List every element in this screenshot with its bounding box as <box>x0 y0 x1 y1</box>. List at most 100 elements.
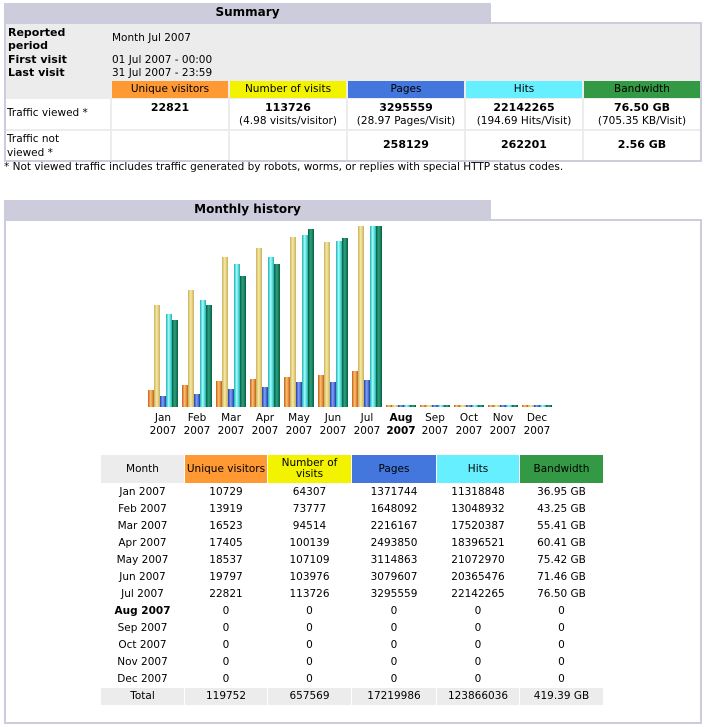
last-visit-label: Last visit <box>8 66 65 79</box>
bar-visitors <box>352 371 358 407</box>
table-header-row: Month Unique visitors Number of visits Page… <box>101 455 603 483</box>
table-cell: 22821 <box>209 588 243 600</box>
table-cell: 0 <box>306 673 313 685</box>
bar-pages <box>330 382 336 407</box>
table-cell: Aug 2007 <box>114 605 171 617</box>
table-cell: 64307 <box>292 486 327 498</box>
month-label: Aug 2007 <box>386 412 416 437</box>
viewed-value: 3295559 <box>379 101 433 114</box>
bar-pages <box>466 405 472 407</box>
viewed-ratio: (194.69 Hits/Visit) <box>476 115 572 127</box>
table-row: Jan 2007 10729 64307 1371744 11318848 36.95 G… <box>101 484 603 501</box>
table-cell: 0 <box>222 605 230 617</box>
column-header: Pages <box>352 455 436 483</box>
bar-bandwidth_gb <box>546 405 552 407</box>
table-cell: 0 <box>558 673 565 685</box>
column-header: Number of visits <box>268 455 351 483</box>
bar-visits <box>256 248 262 407</box>
table-row: Mar 2007 16523 94514 2216167 17520387 55.41 G… <box>101 518 603 535</box>
bar-visits <box>324 242 330 407</box>
table-cell: Dec 2007 <box>117 673 168 685</box>
total-row: Total 119752 657569 17219986 123866036 419.39… <box>101 688 603 705</box>
month-label: May 2007 <box>285 412 313 437</box>
bar-visits <box>494 405 500 407</box>
table-cell: Oct 2007 <box>118 639 167 651</box>
table-cell: 0 <box>306 622 313 634</box>
total-cell: Total <box>101 688 184 705</box>
table-cell: 71.46 GB <box>537 571 586 583</box>
bar-hits <box>234 264 240 407</box>
header-bandwidth: Bandwidth <box>584 81 700 98</box>
table-cell: 1648092 <box>370 503 418 515</box>
table-cell: 18537 <box>209 554 243 566</box>
bar-visitors <box>522 405 528 407</box>
column-header: Bandwidth <box>520 455 603 483</box>
bar-hits <box>166 314 172 407</box>
table-cell: 100139 <box>289 537 330 549</box>
header-visits: Number of visits <box>230 81 346 98</box>
table-row: Sep 2007 0 0 0 0 0 <box>101 620 603 637</box>
table-cell: 0 <box>474 656 482 668</box>
bar-visitors <box>386 405 392 407</box>
bar-hits <box>302 235 308 407</box>
traffic-viewed-label: Traffic viewed * <box>7 107 88 119</box>
table-cell: 107109 <box>289 554 330 566</box>
table-cell: 60.41 GB <box>537 537 586 549</box>
table-cell: 73777 <box>292 503 327 515</box>
total-cell: 123866036 <box>437 688 519 705</box>
table-row: Feb 2007 13919 73777 1648092 13048932 43.25 G… <box>101 501 603 518</box>
column-header: Unique visitors <box>185 455 267 483</box>
table-row: Nov 2007 0 0 0 0 0 <box>101 654 603 671</box>
table-cell: 13919 <box>209 503 243 515</box>
table-cell: 20365476 <box>451 571 505 583</box>
bar-visitors <box>182 385 188 407</box>
bar-pages <box>500 405 506 407</box>
reported-period-value: Month Jul 2007 <box>112 32 191 44</box>
table-cell: 11318848 <box>451 486 505 498</box>
bar-hits <box>472 405 478 407</box>
table-cell: 13048932 <box>451 503 505 515</box>
bar-bandwidth_gb <box>274 264 280 407</box>
bar-visitors <box>216 381 222 407</box>
viewed-value: 22142265 <box>493 101 555 114</box>
table-cell: 3114863 <box>370 554 418 566</box>
table-cell: 19797 <box>209 571 243 583</box>
viewed-value: 76.50 GB <box>613 101 671 114</box>
bar-bandwidth_gb <box>240 276 246 407</box>
table-cell: 0 <box>558 656 565 668</box>
bar-visitors <box>420 405 426 407</box>
table-cell: 0 <box>558 622 565 634</box>
month-label: Nov 2007 <box>489 412 517 437</box>
bar-visits <box>460 405 466 407</box>
table-cell: 113726 <box>289 588 330 600</box>
table-cell: 10729 <box>209 486 243 498</box>
bar-hits <box>370 226 376 407</box>
table-cell: 3295559 <box>370 588 418 600</box>
table-cell: Jul 2007 <box>121 588 164 600</box>
bar-visits <box>528 405 534 407</box>
bar-pages <box>296 382 302 407</box>
bar-visitors <box>284 377 290 407</box>
bar-visits <box>290 237 296 407</box>
viewed-ratio: (705.35 KB/Visit) <box>597 115 687 127</box>
month-label: Jun 2007 <box>319 412 347 437</box>
table-row: Oct 2007 0 0 0 0 0 <box>101 637 603 654</box>
table-cell: 55.41 GB <box>537 520 586 532</box>
total-cell: 17219986 <box>352 688 436 705</box>
table-cell: 0 <box>306 639 313 651</box>
first-visit-value: 01 Jul 2007 - 00:00 <box>112 54 213 66</box>
bar-bandwidth_gb <box>308 229 314 407</box>
table-cell: 1371744 <box>370 486 418 498</box>
month-label: Sep 2007 <box>421 412 449 437</box>
table-cell: 18396521 <box>451 537 505 549</box>
table-cell: Mar 2007 <box>117 520 168 532</box>
bar-pages <box>160 396 166 407</box>
table-cell: 17520387 <box>451 520 505 532</box>
bar-bandwidth_gb <box>478 405 484 407</box>
viewed-value: 22821 <box>150 101 190 114</box>
summary-title: Summary <box>4 3 491 22</box>
not-viewed-value: 2.56 GB <box>617 138 667 151</box>
table-cell: 0 <box>306 605 313 617</box>
month-label: Jul 2007 <box>353 412 381 437</box>
month-label: Dec 2007 <box>523 412 551 437</box>
